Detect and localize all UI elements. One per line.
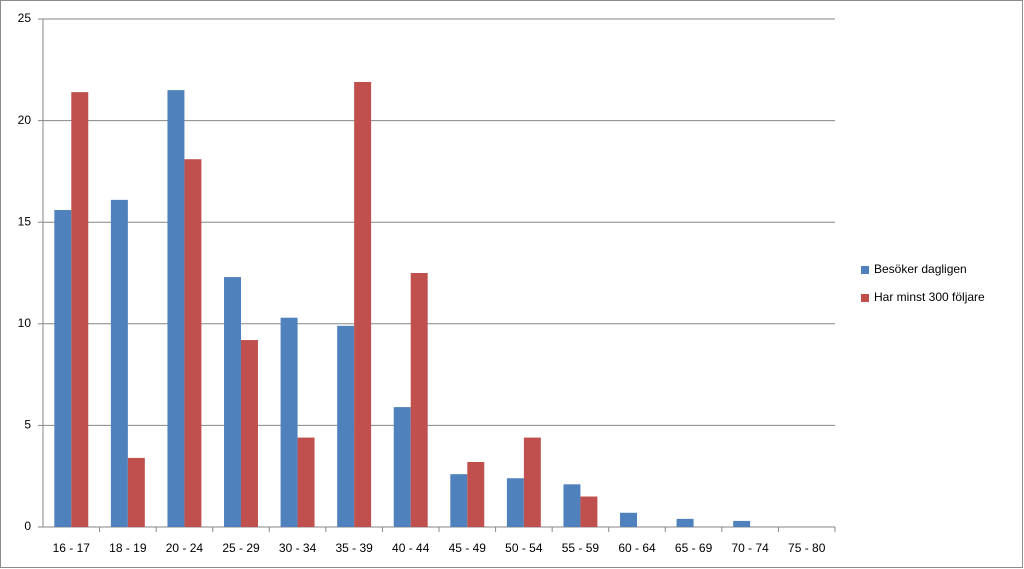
- bar: [733, 520, 751, 527]
- x-tick-label: 65 - 69: [675, 541, 713, 555]
- bar: [393, 407, 411, 527]
- x-tick-label: 70 - 74: [731, 541, 769, 555]
- x-tick-label: 60 - 64: [618, 541, 656, 555]
- bar: [241, 340, 258, 527]
- x-tick-label: 50 - 54: [505, 541, 543, 555]
- x-tick-label: 30 - 34: [279, 541, 317, 555]
- bar: [580, 496, 598, 527]
- legend-swatch: [861, 266, 869, 274]
- bar: [167, 90, 185, 528]
- bar: [280, 317, 298, 527]
- bar: [184, 159, 202, 527]
- y-tick-label: 25: [18, 11, 32, 25]
- bar: [297, 437, 315, 527]
- y-tick-label: 0: [24, 519, 31, 533]
- y-tick-label: 15: [18, 214, 32, 228]
- bar: [127, 457, 145, 527]
- x-tick-label: 75 - 80: [788, 541, 826, 555]
- y-tick-label: 20: [18, 113, 32, 127]
- bar: [54, 210, 72, 527]
- bar: [523, 437, 541, 527]
- legend-swatch: [861, 294, 869, 302]
- x-tick-label: 55 - 59: [562, 541, 600, 555]
- bar: [110, 199, 128, 527]
- x-tick-label: 40 - 44: [392, 541, 430, 555]
- bar: [354, 81, 372, 527]
- x-tick-label: 35 - 39: [335, 541, 373, 555]
- bar: [337, 325, 355, 527]
- bar: [467, 461, 485, 527]
- bar: [563, 484, 581, 527]
- legend-label: Besöker dagligen: [874, 262, 967, 276]
- y-tick-label: 10: [18, 316, 32, 330]
- bar: [410, 273, 428, 527]
- x-tick-label: 25 - 29: [222, 541, 260, 555]
- x-tick-label: 16 - 17: [53, 541, 91, 555]
- bar: [620, 512, 637, 527]
- bar: [450, 474, 468, 527]
- y-tick-label: 5: [24, 418, 31, 432]
- x-tick-label: 20 - 24: [166, 541, 204, 555]
- bar: [71, 92, 89, 527]
- bar: [506, 478, 524, 527]
- bar: [676, 518, 694, 527]
- legend-label: Har minst 300 följare: [874, 290, 985, 304]
- x-tick-label: 45 - 49: [449, 541, 487, 555]
- bar: [224, 277, 241, 527]
- x-tick-label: 18 - 19: [109, 541, 147, 555]
